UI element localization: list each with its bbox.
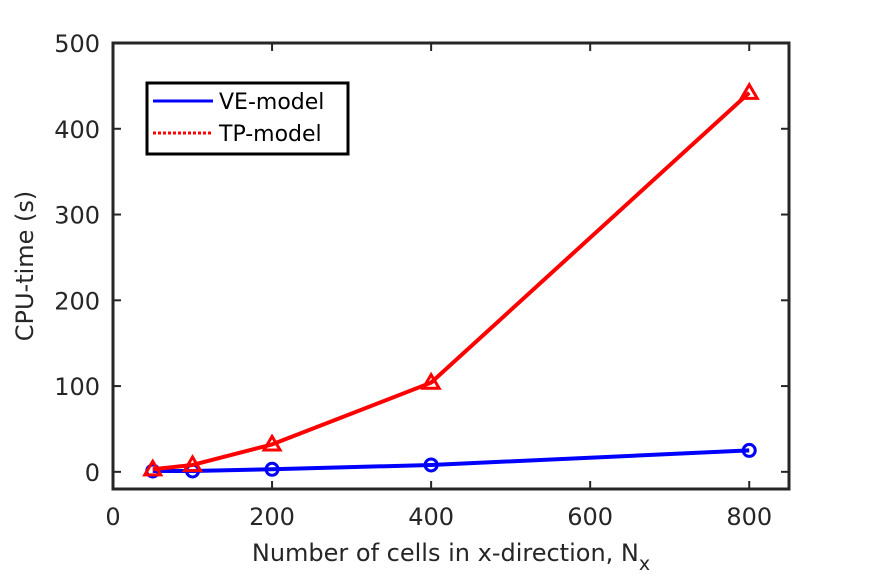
y-axis-title: CPU-time (s) bbox=[11, 191, 39, 342]
x-tick-label: 400 bbox=[408, 503, 454, 531]
data-point bbox=[142, 458, 164, 477]
y-axis: 0 100 200 300 400 500 bbox=[54, 30, 789, 487]
legend-label-ve-model: VE-model bbox=[219, 90, 324, 115]
x-axis-title: Number of cells in x-direction, Nx bbox=[252, 539, 650, 575]
y-tick-label: 300 bbox=[54, 202, 100, 230]
x-axis: 0 200 400 600 800 bbox=[105, 43, 772, 531]
series-line-ve-model bbox=[152, 448, 750, 473]
data-point bbox=[264, 461, 280, 477]
x-tick-label: 800 bbox=[726, 503, 772, 531]
legend-box bbox=[145, 81, 350, 156]
data-point bbox=[181, 454, 204, 473]
data-point bbox=[420, 371, 442, 390]
legend-label-tp-model: TP-model bbox=[218, 122, 322, 147]
x-axis-title-subscript: x bbox=[639, 553, 650, 575]
x-tick-label: 200 bbox=[249, 503, 295, 531]
series-line-tp-model bbox=[152, 91, 751, 472]
legend: VE-model TP-model bbox=[145, 81, 350, 156]
x-tick-label: 600 bbox=[567, 503, 613, 531]
y-tick-label: 200 bbox=[54, 287, 100, 315]
data-point bbox=[423, 457, 439, 473]
axes-box bbox=[111, 41, 791, 491]
data-point bbox=[261, 433, 283, 452]
data-point bbox=[741, 442, 757, 458]
y-tick-label: 500 bbox=[54, 30, 100, 58]
x-axis-title-text: Number of cells in x-direction, N bbox=[252, 539, 639, 567]
series-layer bbox=[142, 81, 760, 479]
y-tick-label: 0 bbox=[85, 459, 100, 487]
x-tick-label: 0 bbox=[105, 503, 120, 531]
y-tick-label: 100 bbox=[54, 373, 100, 401]
y-tick-label: 400 bbox=[54, 116, 100, 144]
data-point bbox=[738, 81, 760, 100]
